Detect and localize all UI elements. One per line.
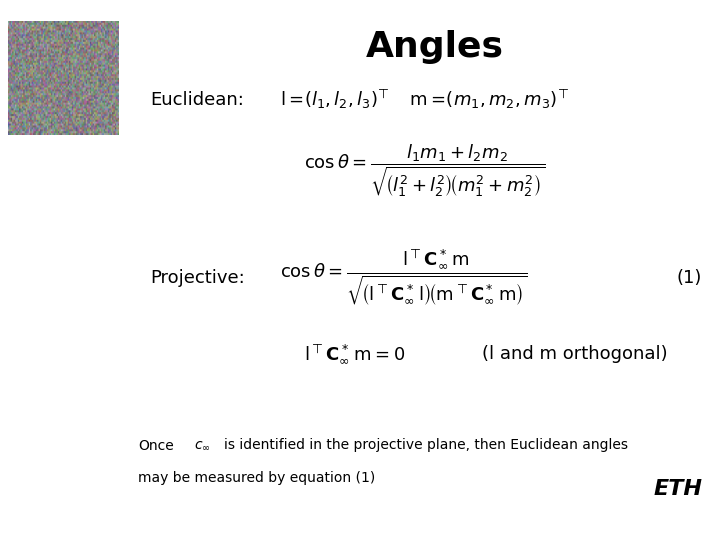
Text: may be measured by equation (1): may be measured by equation (1) bbox=[138, 471, 375, 485]
Text: $\cos\theta = \dfrac{l_1 m_1 + l_2 m_2}{\sqrt{\!\left(l_1^2+l_2^2\right)\!\left(: $\cos\theta = \dfrac{l_1 m_1 + l_2 m_2}{… bbox=[304, 141, 545, 199]
Text: Projective:: Projective: bbox=[150, 269, 245, 287]
Text: ETH: ETH bbox=[653, 478, 702, 499]
Text: Once: Once bbox=[138, 438, 174, 453]
Text: (l and m orthogonal): (l and m orthogonal) bbox=[482, 345, 668, 363]
Text: $\mathrm{l}=\!\left(l_1,l_2,l_3\right)^{\!\top}\quad\mathrm{m}=\!\left(m_1,m_2,m: $\mathrm{l}=\!\left(l_1,l_2,l_3\right)^{… bbox=[281, 89, 570, 111]
Text: (1): (1) bbox=[677, 269, 702, 287]
Text: $c_\infty$: $c_\infty$ bbox=[194, 438, 211, 453]
Text: $\mathrm{l}^{\top}\mathbf{C}^*_\infty\,\mathrm{m}=0$: $\mathrm{l}^{\top}\mathbf{C}^*_\infty\,\… bbox=[304, 342, 405, 365]
Text: Euclidean:: Euclidean: bbox=[150, 91, 243, 109]
Text: is identified in the projective plane, then Euclidean angles: is identified in the projective plane, t… bbox=[224, 438, 628, 453]
Text: Angles: Angles bbox=[366, 30, 504, 64]
Text: $\cos\theta = \dfrac{\mathrm{l}^{\top}\mathbf{C}^*_\infty\,\mathrm{m}}{\sqrt{\!\: $\cos\theta = \dfrac{\mathrm{l}^{\top}\m… bbox=[281, 248, 528, 308]
